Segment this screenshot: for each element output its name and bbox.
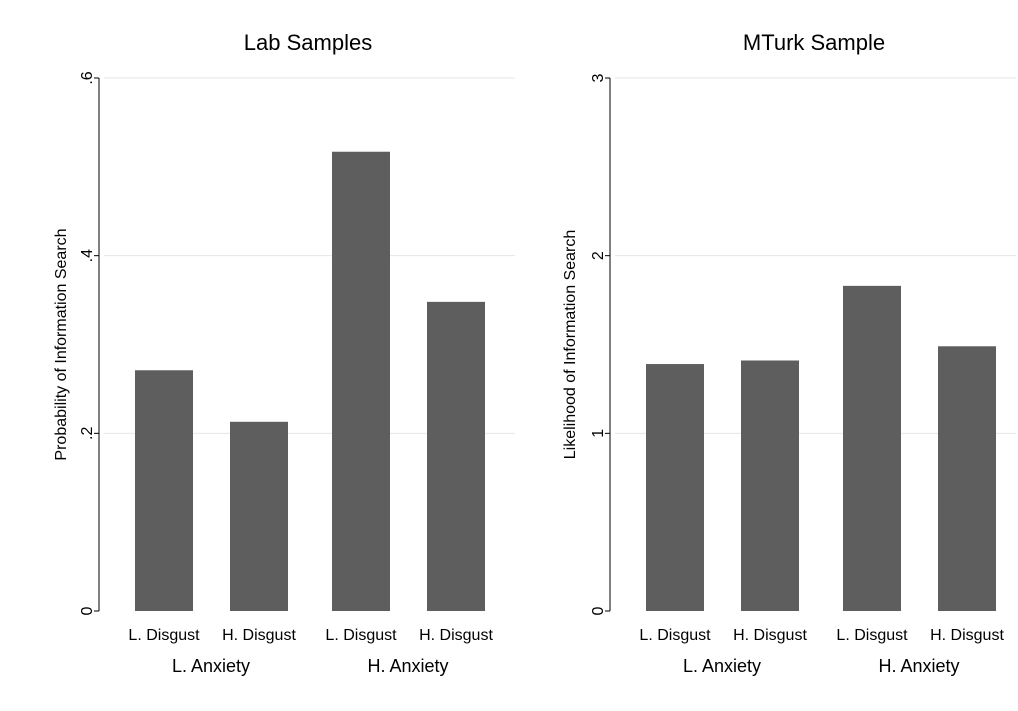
x-tick-label: L. Disgust xyxy=(128,627,200,644)
y-tick-label: 3 xyxy=(590,73,607,82)
bar-1 xyxy=(135,370,193,611)
bar-3 xyxy=(843,285,901,611)
x-tick-label: H. Disgust xyxy=(222,627,296,644)
y-tick-label: .2 xyxy=(79,427,96,440)
chart-title: MTurk Sample xyxy=(743,30,885,55)
x-tick-label: L. Disgust xyxy=(639,627,711,644)
bar-2 xyxy=(741,360,799,611)
group-label: H. Anxiety xyxy=(878,656,959,676)
y-tick-label: 1 xyxy=(590,429,607,438)
lab-samples-panel: Lab Samples 0 .2 .4 .6 Probability of Informa… xyxy=(53,30,515,676)
y-tick-label: 0 xyxy=(590,606,607,615)
y-axis-label: Likelihood of Information Search xyxy=(562,230,579,459)
x-tick-label: L. Disgust xyxy=(325,627,397,644)
x-tick-label: L. Disgust xyxy=(836,627,908,644)
bar-4 xyxy=(427,301,485,611)
bar-3 xyxy=(332,151,390,611)
group-label: L. Anxiety xyxy=(683,656,761,676)
x-tick-label: H. Disgust xyxy=(419,627,493,644)
bar-2 xyxy=(230,421,288,611)
y-tick-label: .6 xyxy=(79,71,96,84)
y-tick-label: 2 xyxy=(590,251,607,260)
group-label: H. Anxiety xyxy=(367,656,448,676)
group-label: L. Anxiety xyxy=(172,656,250,676)
x-tick-label: H. Disgust xyxy=(733,627,807,644)
chart-title: Lab Samples xyxy=(244,30,372,55)
y-tick-label: .4 xyxy=(79,249,96,262)
x-tick-label: H. Disgust xyxy=(930,627,1004,644)
bar-4 xyxy=(938,346,996,611)
mturk-sample-panel: MTurk Sample 0 1 2 3 Likelihood of Informatio… xyxy=(562,30,1016,676)
y-axis-label: Probability of Information Search xyxy=(53,228,70,460)
y-tick-label: 0 xyxy=(79,606,96,615)
bar-1 xyxy=(646,364,704,611)
